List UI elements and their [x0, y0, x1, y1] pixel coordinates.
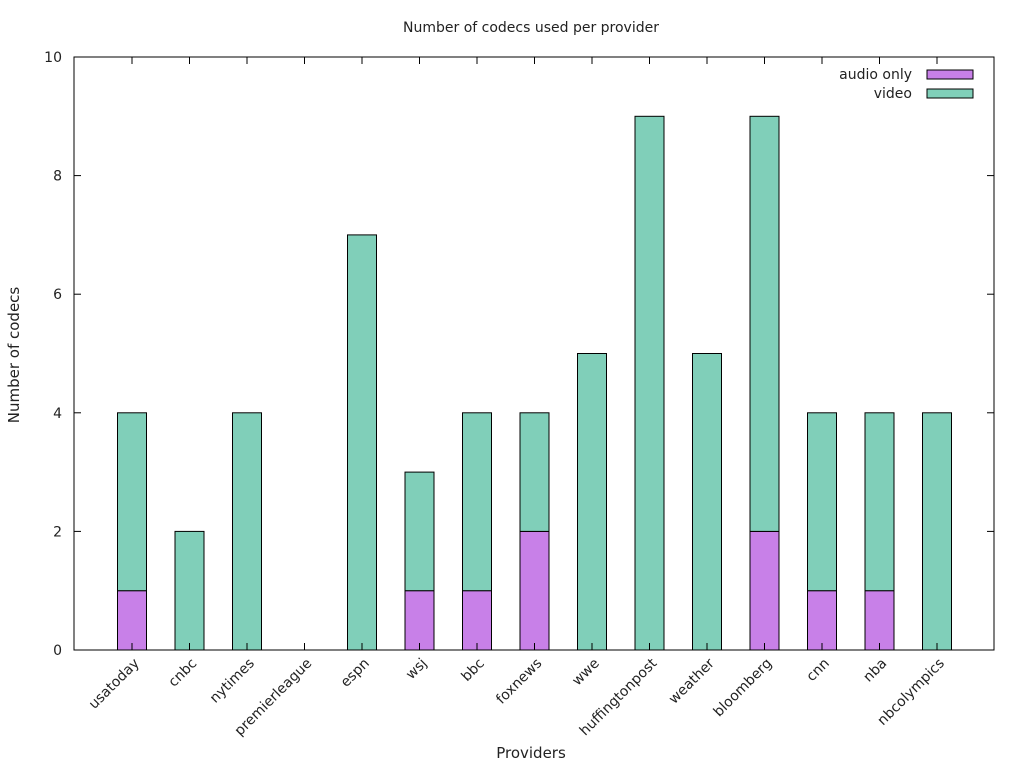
y-axis-label: Number of codecs	[5, 287, 23, 424]
y-tick-label: 6	[53, 287, 62, 303]
legend-label-video: video	[874, 86, 912, 102]
bar-audio-only-nba	[864, 590, 895, 651]
x-tick-label-bloomberg: bloomberg	[711, 656, 776, 721]
bar-video-huffingtonpost	[634, 115, 665, 651]
x-tick-label-cnn: cnn	[804, 656, 833, 685]
chart-title: Number of codecs used per provider	[403, 20, 659, 36]
x-tick-label-wsj: wsj	[403, 656, 430, 683]
bar-video-foxnews	[519, 412, 550, 532]
bar-video-wwe	[577, 353, 607, 651]
x-tick-label-nytimes: nytimes	[207, 656, 258, 707]
bar-video-nbcolympics	[922, 412, 952, 651]
bar-audio-only-usatoday	[117, 590, 147, 651]
bar-video-cnn	[807, 412, 837, 592]
bar-video-usatoday	[117, 412, 147, 592]
bars-group	[117, 115, 952, 651]
bar-video-nba	[864, 412, 895, 592]
x-tick-label-cnbc: cnbc	[166, 656, 201, 691]
legend-swatch-audio-only	[926, 69, 974, 80]
plot-frame	[73, 56, 995, 651]
bar-audio-only-bbc	[462, 590, 492, 651]
bar-video-espn	[347, 234, 377, 651]
bar-audio-only-bloomberg	[749, 530, 780, 651]
legend-swatch-video	[926, 88, 974, 99]
bar-audio-only-foxnews	[519, 530, 550, 651]
bar-video-bbc	[462, 412, 492, 592]
y-tick-label: 8	[53, 169, 62, 185]
y-tick-label: 4	[53, 406, 62, 422]
x-tick-label-espn: espn	[338, 656, 373, 691]
x-tick-label-bbc: bbc	[458, 656, 487, 685]
x-tick-label-nba: nba	[860, 656, 890, 686]
x-tick-label-usatoday: usatoday	[86, 656, 143, 713]
x-axis-label: Providers	[496, 744, 566, 762]
bar-video-weather	[692, 353, 722, 651]
bar-video-bloomberg	[749, 115, 780, 532]
legend: audio only video	[839, 67, 974, 102]
bar-video-cnbc	[174, 530, 205, 651]
y-tick-label: 2	[53, 524, 62, 540]
bar-audio-only-wsj	[404, 590, 435, 651]
legend-label-audio-only: audio only	[839, 67, 912, 83]
y-tick-label: 10	[44, 50, 62, 66]
bar-video-wsj	[404, 471, 435, 592]
bar-video-nytimes	[232, 412, 262, 651]
bar-audio-only-cnn	[807, 590, 837, 651]
x-tick-label-wwe: wwe	[569, 656, 603, 690]
y-tick-label: 0	[53, 643, 62, 659]
x-tick-label-foxnews: foxnews	[493, 656, 545, 708]
x-tick-label-weather: weather	[666, 655, 718, 707]
